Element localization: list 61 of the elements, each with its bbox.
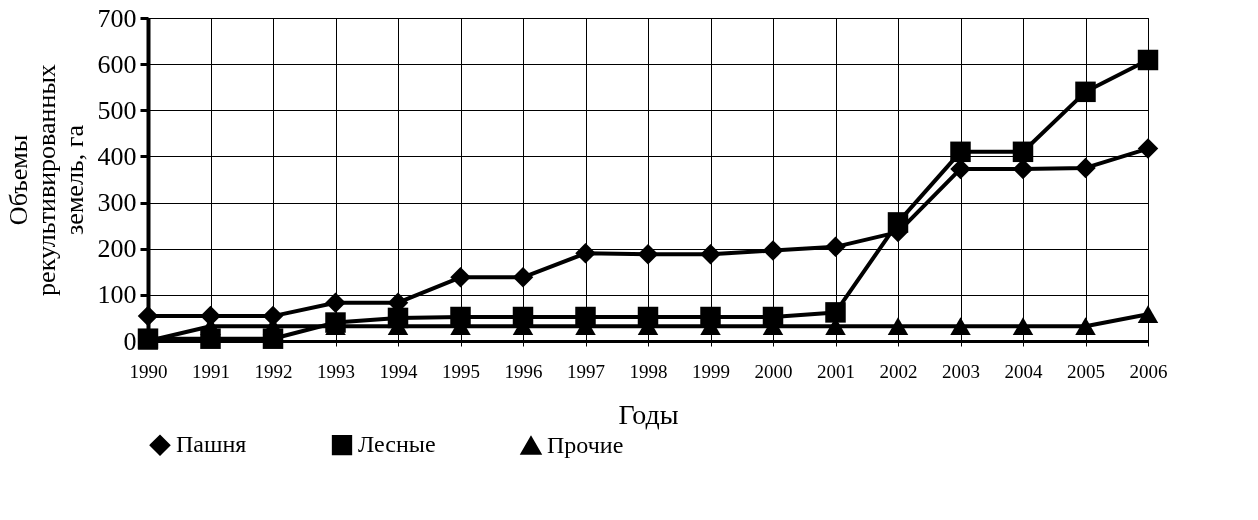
y-tick-label: 300 [97,188,137,218]
point [825,236,846,258]
x-tick-label: 1992 [254,360,293,382]
point [325,312,346,333]
legend-label: Пашня [176,431,247,458]
x-tick-label: 2005 [1067,360,1105,382]
point [575,243,596,264]
x-tick-label: 1990 [129,360,168,382]
point [637,306,659,328]
point [887,317,909,336]
legend-label: Лесные [358,431,436,458]
y-tick-label: 600 [97,49,137,79]
point [1137,138,1159,159]
point [700,306,721,328]
x-tick-label: 1999 [692,360,730,382]
x-axis-title: Годы [618,398,679,430]
y-tick-label: 500 [97,95,137,125]
point [1075,157,1096,179]
point [575,306,596,328]
point [700,244,721,265]
x-tick-label: 1991 [192,360,230,382]
x-tick-label: 1997 [567,360,605,382]
x-tick-label: 1993 [317,360,355,382]
point [950,141,971,163]
point [262,328,284,349]
x-tick-label: 1994 [379,360,418,382]
y-tick-label: 100 [97,280,137,310]
point [137,305,159,327]
point [1075,317,1096,336]
y-tick-label: 700 [97,3,137,33]
y-axis-title: Объемы рекультивированных земель, га [3,64,89,296]
point [200,328,221,349]
point [825,302,846,323]
point [1012,317,1034,336]
x-tick-label: 2002 [879,360,918,382]
point [387,307,409,329]
x-tick-label: 1996 [504,360,543,382]
x-tick-label: 2001 [817,360,855,382]
x-tick-label: 2000 [754,360,793,382]
x-tick-label: 2006 [1129,360,1168,382]
point [950,317,971,336]
point [1012,141,1034,163]
x-tick-label: 2004 [1004,360,1043,382]
point [512,267,534,288]
point [1075,81,1096,103]
point [450,306,471,328]
y-tick-label: 400 [97,141,137,171]
point [762,306,784,328]
point [1137,49,1159,71]
point [325,292,346,313]
x-tick-label: 1995 [442,360,480,382]
legend-label: Прочие [547,431,624,458]
x-tick-label: 2003 [942,360,980,382]
point [637,244,659,265]
point [762,240,784,261]
y-tick-label: 0 [123,326,137,356]
x-tick-label: 1998 [629,360,668,382]
y-tick-label: 200 [97,234,137,264]
point [512,306,534,328]
point [450,267,471,288]
point [1137,305,1159,324]
